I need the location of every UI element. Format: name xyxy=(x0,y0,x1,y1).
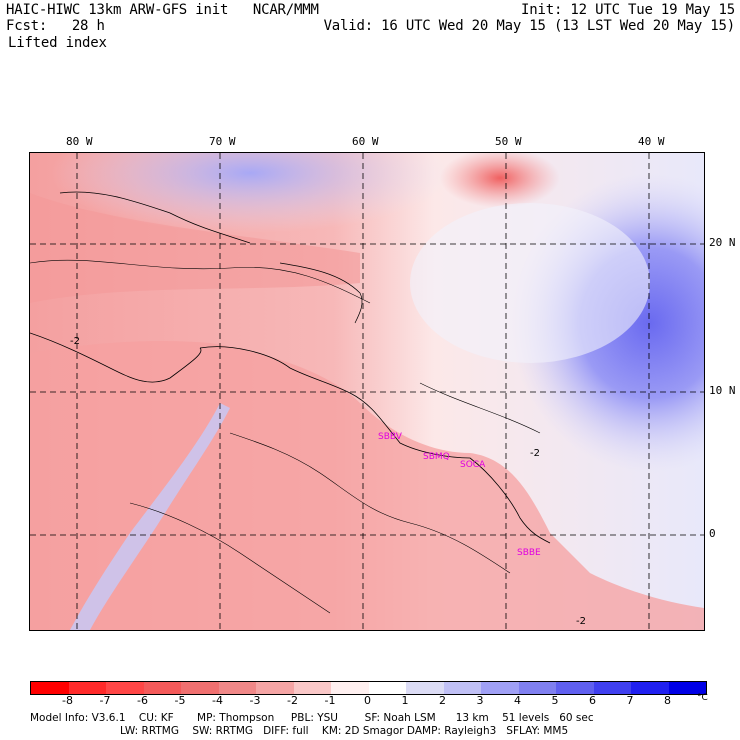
coastline-lesser-antilles xyxy=(279,262,363,324)
contour-label: -2 xyxy=(70,336,80,347)
colorbar-tick-label: -6 xyxy=(137,694,148,707)
colorbar-tick-label: 6 xyxy=(589,694,596,707)
station-label-soca: SOCA xyxy=(460,460,486,470)
model-info-line1: Model Info: V3.6.1 CU: KF MP: Thompson P… xyxy=(30,712,594,724)
colorbar-tick-label: 3 xyxy=(476,694,484,707)
colorbar-tick-label: -1 xyxy=(324,694,336,707)
colorbar-swatch xyxy=(406,682,444,694)
neutral-region xyxy=(410,203,650,363)
colorbar-swatch xyxy=(518,682,556,694)
colorbar-swatch xyxy=(143,682,181,694)
lon-label-40w: 40 W xyxy=(638,135,665,148)
init-time: Init: 12 UTC Tue 19 May 15 xyxy=(521,2,735,18)
forecast-hour: Fcst: 28 h xyxy=(6,18,105,34)
model-info-line2: LW: RRTMG SW: RRTMG DIFF: full KM: 2D Sm… xyxy=(120,725,569,737)
coastline-central-america xyxy=(30,332,202,383)
contour-label: -2 xyxy=(576,616,586,627)
colorbar-tick-label: 2 xyxy=(439,694,446,707)
colorbar-tick-label: 1 xyxy=(401,694,409,707)
map-canvas: -2 -2 -2 xyxy=(30,153,704,630)
contour-line xyxy=(419,382,541,434)
unstable-region-north xyxy=(440,153,560,208)
lat-label-0: 0 xyxy=(709,527,716,540)
colorbar-swatch xyxy=(256,682,294,694)
colorbar-tick-label: 8 xyxy=(664,694,671,707)
land-region xyxy=(30,341,704,630)
colorbar-tick-label: -7 xyxy=(99,694,111,707)
lon-label-50w: 50 W xyxy=(495,135,522,148)
colorbar-swatch xyxy=(68,682,106,694)
colorbar-swatch xyxy=(368,682,406,694)
lat-label-10n: 10 N xyxy=(709,384,736,397)
colorbar-tick-label: 4 xyxy=(514,694,521,707)
graticule xyxy=(30,153,704,630)
colorbar-tick-label: -2 xyxy=(287,694,298,707)
station-label-sbbv: SBBV xyxy=(378,432,402,442)
valid-time: Valid: 16 UTC Wed 20 May 15 (13 LST Wed … xyxy=(323,18,736,34)
contour-line xyxy=(229,432,511,574)
colorbar-tick-label: -4 xyxy=(212,694,223,707)
colorbar-tick-label: -5 xyxy=(174,694,186,707)
station-label-sbmq: SBMQ xyxy=(423,452,450,462)
colorbar-swatch xyxy=(106,682,144,694)
colorbar-swatch xyxy=(31,682,69,694)
colorbar-unit: °C xyxy=(697,693,708,703)
lifted-index-map[interactable]: -2 -2 -2 xyxy=(29,152,705,631)
colorbar-swatch xyxy=(331,682,369,694)
andes-channel xyxy=(70,403,230,630)
colorbar-swatch xyxy=(481,682,519,694)
coastline-south-america xyxy=(199,346,551,544)
colorbar-swatch xyxy=(293,682,331,694)
caribbean-band xyxy=(30,193,360,303)
colorbar-swatch xyxy=(181,682,219,694)
station-label-sbbe: SBBE xyxy=(517,548,541,558)
colorbar xyxy=(30,681,707,695)
colorbar-swatch xyxy=(556,682,594,694)
colorbar-swatch xyxy=(631,682,669,694)
field-name: Lifted index xyxy=(8,35,107,51)
lon-label-70w: 70 W xyxy=(209,135,236,148)
contour-line xyxy=(30,259,371,304)
contour-line xyxy=(129,502,331,614)
model-title: HAIC-HIWC 13km ARW-GFS init NCAR/MMM xyxy=(6,2,319,18)
colorbar-swatch xyxy=(443,682,481,694)
colorbar-swatch xyxy=(668,682,706,694)
colorbar-swatch xyxy=(593,682,631,694)
colorbar-tick-label: 7 xyxy=(626,694,634,707)
contour-label: -2 xyxy=(530,448,540,459)
colorbar-tick-label: -8 xyxy=(62,694,73,707)
colorbar-swatch xyxy=(218,682,256,694)
lon-label-60w: 60 W xyxy=(352,135,379,148)
lon-label-80w: 80 W xyxy=(66,135,93,148)
coastline-greater-antilles xyxy=(59,191,251,244)
colorbar-tick-label: 0 xyxy=(364,694,371,707)
lat-label-20n: 20 N xyxy=(709,236,736,249)
colorbar-tick-label: -3 xyxy=(249,694,261,707)
colorbar-tick-label: 5 xyxy=(551,694,559,707)
stable-region-north xyxy=(50,153,450,233)
